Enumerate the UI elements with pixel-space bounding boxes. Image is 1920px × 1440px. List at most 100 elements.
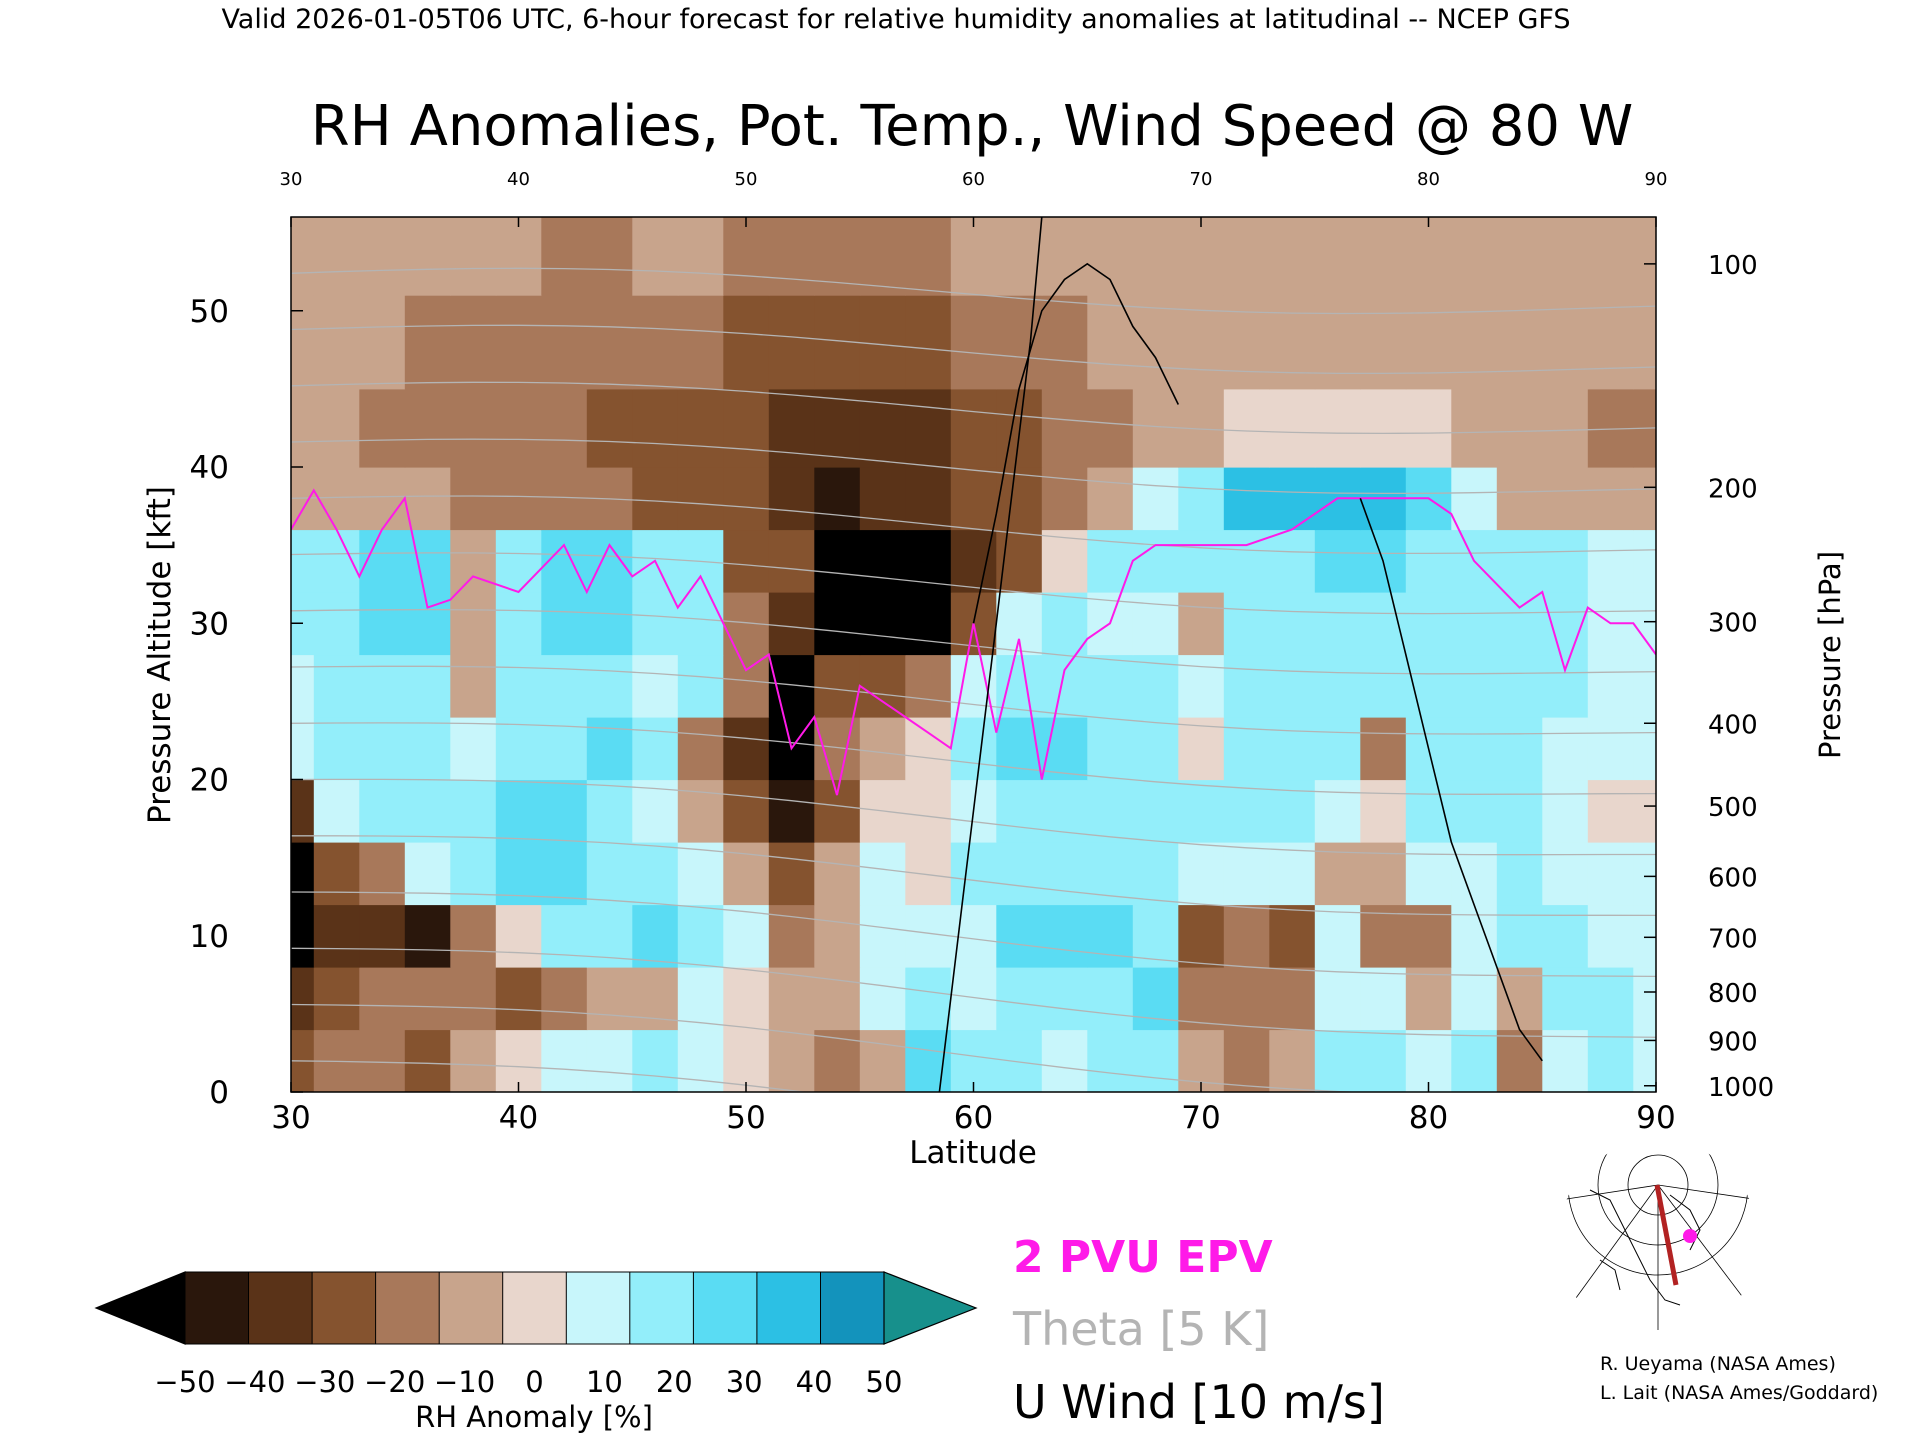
heatmap-cell	[1087, 467, 1134, 531]
heatmap-cell	[723, 388, 770, 468]
colorbar: −50 −40 −30 −20 −10 0 10 20 30 40 50	[94, 1271, 978, 1399]
heatmap-cell	[814, 529, 861, 593]
heatmap-cell	[1223, 467, 1270, 531]
heatmap-cell	[359, 779, 406, 843]
heatmap-cell	[1542, 592, 1589, 656]
heatmap-cell	[814, 1029, 861, 1092]
heatmap-cell	[1587, 904, 1634, 968]
meridian-line	[1559, 1184, 1659, 1321]
heatmap-cell	[996, 295, 1043, 390]
theta-contour-340	[291, 665, 1656, 735]
heatmap-cell	[632, 217, 679, 296]
heatmap-cell	[359, 967, 406, 1031]
heatmap-cell	[768, 842, 815, 906]
heatmap-cell	[677, 904, 724, 968]
theta-contour-380	[291, 438, 1656, 495]
heatmap-cell	[1542, 467, 1589, 531]
cross-section-line	[1654, 1184, 1679, 1286]
heatmap-cell	[1360, 779, 1407, 843]
heatmap-cell	[905, 295, 952, 390]
heatmap-cell	[950, 217, 997, 296]
heatmap-cell	[1405, 592, 1452, 656]
legend-entry-0: 2 PVU EPV	[1013, 1232, 1273, 1283]
x-top-tick-label: 40	[507, 169, 530, 190]
heatmap-cell	[313, 904, 360, 968]
heatmap-cell	[632, 654, 679, 718]
heatmap-cell	[1360, 388, 1407, 468]
heatmap-cell	[450, 592, 497, 656]
heatmap-cell	[723, 967, 770, 1031]
theta-contour-410	[291, 267, 1656, 315]
heatmap-cell	[768, 295, 815, 390]
heatmap-cell	[1132, 779, 1179, 843]
x-tick-label: 40	[499, 1100, 538, 1136]
heatmap-cell	[1269, 717, 1316, 781]
pressure-tick-label: 400	[1708, 710, 1758, 740]
heatmap-cell	[1587, 295, 1634, 390]
heatmap-cell	[677, 467, 724, 531]
heatmap-cell	[1587, 654, 1634, 718]
heatmap-cell	[1633, 967, 1656, 1031]
heatmap-cell	[1041, 842, 1088, 906]
colorbar-tick-label: −40	[224, 1365, 285, 1399]
heatmap-cell	[1178, 217, 1225, 296]
heatmap-cell	[1269, 217, 1316, 296]
heatmap-cell	[495, 654, 542, 718]
series-layer	[291, 217, 1656, 1092]
location-marker	[1683, 1229, 1697, 1243]
heatmap-cell	[1496, 779, 1543, 843]
heatmap-cell	[1314, 388, 1361, 468]
theta-contour-330	[291, 722, 1656, 795]
heatmap-cell	[1178, 904, 1225, 968]
heatmap-cell	[1041, 388, 1088, 468]
heatmap-cell	[1451, 842, 1498, 906]
heatmap-cell	[404, 967, 451, 1031]
heatmap-cell	[1269, 529, 1316, 593]
heatmap-cell	[359, 654, 406, 718]
heatmap-cell	[1314, 904, 1361, 968]
heatmap-cell	[586, 654, 633, 718]
heatmap-cell	[905, 842, 952, 906]
heatmap-cell	[1132, 388, 1179, 468]
heatmap-cell	[359, 388, 406, 468]
heatmap-cell	[1087, 1029, 1134, 1092]
heatmap-cell	[1587, 467, 1634, 531]
heatmap-cell	[1496, 842, 1543, 906]
heatmap-cell	[495, 717, 542, 781]
heatmap-cell	[1269, 467, 1316, 531]
heatmap-cell	[450, 779, 497, 843]
heatmap-cell	[1132, 904, 1179, 968]
heatmap-cell	[359, 295, 406, 390]
heatmap-cell	[1633, 217, 1656, 296]
heatmap-cell	[677, 842, 724, 906]
legend-entry-2: U Wind [10 m/s]	[1013, 1375, 1385, 1429]
y2-axis-label: Pressure [hPa]	[1813, 551, 1847, 759]
heatmap-cell	[1542, 967, 1589, 1031]
heatmap-cell	[1223, 217, 1270, 296]
heatmap-cell	[905, 717, 952, 781]
heatmap-cell	[723, 467, 770, 531]
meridian-line	[1559, 1184, 1659, 1201]
heatmap-cell	[1041, 654, 1088, 718]
heatmap-cell	[1178, 967, 1225, 1031]
heatmap-cell	[450, 654, 497, 718]
heatmap-cell	[1314, 779, 1361, 843]
heatmap-cell	[1041, 967, 1088, 1031]
heatmap-cell	[495, 779, 542, 843]
heatmap-cell	[495, 1029, 542, 1092]
heatmap-cell	[359, 592, 406, 656]
y-tick-label: 10	[190, 919, 229, 955]
heatmap-cell	[1542, 717, 1589, 781]
heatmap-cell	[359, 842, 406, 906]
heatmap-cell	[1132, 592, 1179, 656]
heatmap-cell	[1451, 904, 1498, 968]
heatmap-cell	[450, 217, 497, 296]
heatmap-cell	[1360, 842, 1407, 906]
heatmap-cell	[677, 779, 724, 843]
heatmap-cell	[632, 467, 679, 531]
heatmap-cell	[1041, 904, 1088, 968]
heatmap-cell	[723, 654, 770, 718]
heatmap-cell	[450, 717, 497, 781]
heatmap-cell	[950, 388, 997, 468]
